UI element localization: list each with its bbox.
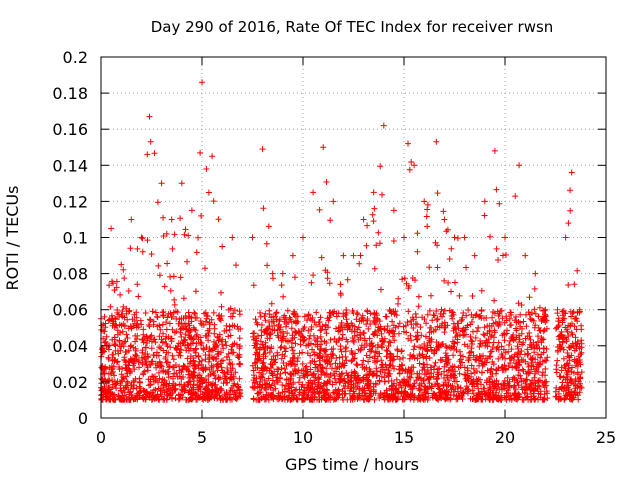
chart-title: Day 290 of 2016, Rate Of TEC Index for r… bbox=[151, 18, 554, 36]
y-tick-label: 0.04 bbox=[52, 337, 88, 356]
x-tick-label: 20 bbox=[495, 428, 515, 447]
y-tick-label: 0.2 bbox=[63, 48, 88, 67]
x-tick-label: 25 bbox=[596, 428, 616, 447]
x-tick-label: 15 bbox=[394, 428, 414, 447]
y-tick-label: 0.02 bbox=[52, 373, 88, 392]
y-tick-labels: 0 0.02 0.04 0.06 0.08 0.1 0.12 0.14 0.16 0.18 0.2 bbox=[52, 48, 88, 428]
x-tick-labels: 0 5 10 15 20 25 bbox=[96, 428, 616, 447]
x-tick-label: 10 bbox=[293, 428, 313, 447]
y-tick-label: 0.14 bbox=[52, 156, 88, 175]
y-tick-label: 0.06 bbox=[52, 301, 88, 320]
roti-point-markers bbox=[98, 79, 585, 403]
y-axis-label: ROTI / TECUs bbox=[3, 186, 22, 291]
y-tick-label: 0.08 bbox=[52, 265, 88, 284]
axis-ticks bbox=[100, 56, 607, 419]
x-tick-label: 5 bbox=[197, 428, 207, 447]
y-tick-label: 0.16 bbox=[52, 120, 88, 139]
y-tick-label: 0.18 bbox=[52, 84, 88, 103]
y-tick-label: 0.12 bbox=[52, 192, 88, 211]
x-tick-label: 0 bbox=[96, 428, 106, 447]
y-tick-label: 0 bbox=[78, 409, 88, 428]
scatter-points bbox=[98, 79, 585, 403]
x-axis-label: GPS time / hours bbox=[285, 455, 419, 474]
y-tick-label: 0.1 bbox=[63, 229, 88, 248]
